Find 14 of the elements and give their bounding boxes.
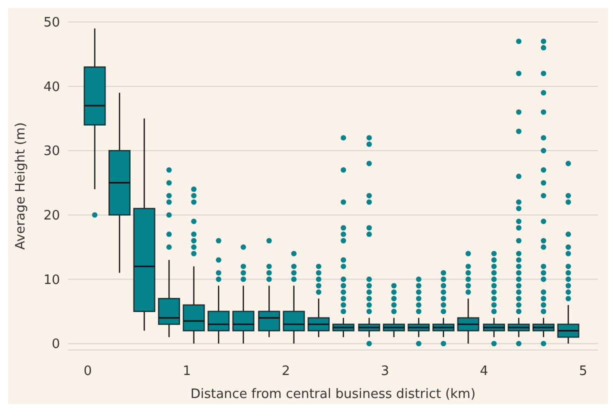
- y-tick-label: 30: [43, 144, 60, 160]
- y-axis-title: Average Height (m): [14, 122, 29, 250]
- x-axis-title: Distance from central business district (km): [190, 387, 476, 402]
- y-tick-label: 50: [43, 16, 60, 31]
- y-tick-label: 20: [43, 208, 60, 224]
- x-tick-label: 2: [282, 364, 290, 380]
- y-tick-label: 10: [43, 272, 60, 288]
- x-tick-label: 4: [480, 364, 488, 380]
- y-tick-label: 40: [43, 80, 60, 95]
- x-tick-label: 1: [182, 364, 192, 380]
- x-tick-label: 0: [84, 364, 92, 380]
- x-tick-label: 5: [579, 364, 588, 380]
- x-tick-label: 3: [380, 364, 390, 380]
- y-tick-label: 0: [52, 337, 60, 352]
